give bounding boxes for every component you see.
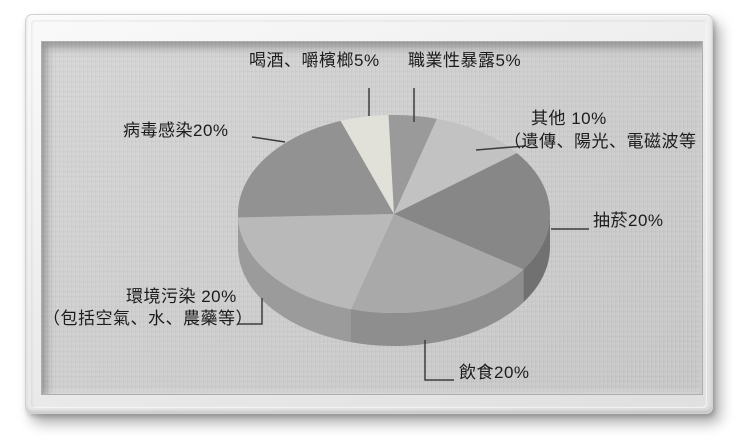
pie-svg — [238, 88, 589, 381]
callout-other-line1: 其他 10% — [531, 109, 607, 128]
callout-environment-line2: （包括空氣、水、農藥等） — [43, 309, 253, 328]
callout-alcohol-betel: 喝酒、嚼檳榔5% — [249, 51, 380, 70]
callout-other-line2: （遺傳、陽光、電磁波等 — [504, 132, 697, 151]
callout-line-diet — [424, 340, 454, 381]
callout-line-virus-infection — [251, 136, 286, 143]
callout-occupational-exposure: 職業性暴露5% — [408, 51, 522, 70]
pie-slice-diet — [351, 214, 524, 313]
pie-slice-environmental-pollution-side — [238, 217, 352, 343]
callout-environment-line1: 環境污染 20% — [126, 287, 237, 306]
pie-slice-environmental-pollution — [238, 214, 394, 310]
callout-line-other — [475, 145, 526, 151]
pie-slice-other — [394, 118, 517, 214]
callout-diet: 飲食20% — [459, 363, 530, 382]
pie-slice-occupational-exposure — [388, 115, 437, 214]
callout-smoking: 抽菸20% — [593, 211, 664, 230]
callout-virus-infection: 病毒感染20% — [123, 121, 229, 140]
pie-slice-smoking-side — [523, 214, 550, 303]
pie-slice-alcohol-betel — [340, 115, 394, 214]
chart-canvas: 喝酒、嚼檳榔5% 職業性暴露5% 病毒感染20% 其他 10% （遺傳、陽光、電… — [41, 41, 703, 395]
pie-slice-smoking — [394, 153, 550, 270]
callout-line-environmental-pollution — [238, 298, 263, 325]
pie-slice-diet-side — [351, 269, 524, 346]
pie-slice-virus-infection — [238, 120, 394, 218]
picture-frame: 喝酒、嚼檳榔5% 職業性暴露5% 病毒感染20% 其他 10% （遺傳、陽光、電… — [25, 14, 713, 414]
